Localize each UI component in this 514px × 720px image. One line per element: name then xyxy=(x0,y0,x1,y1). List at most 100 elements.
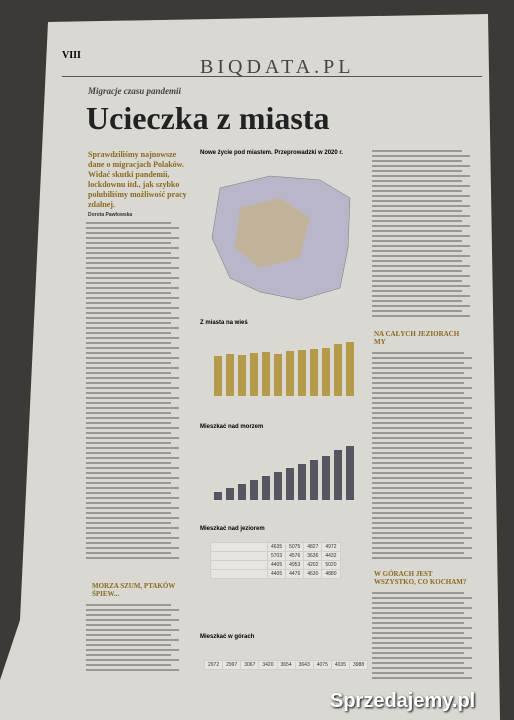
table-cell: 3420 xyxy=(258,660,278,670)
text-line xyxy=(372,245,471,247)
text-line xyxy=(372,467,472,469)
lead: Sprawdziliśmy najnowsze dane o migracjac… xyxy=(88,150,187,209)
chart-title: Nowe życie pod miastem. Przeprowadzki w … xyxy=(200,150,344,156)
table-cell: 4405 xyxy=(266,560,287,570)
bar xyxy=(310,460,318,500)
text-line xyxy=(372,235,471,237)
mountain-table: 2972 2997 3067 3420 3654 3643 4075 4035 3988 xyxy=(203,660,369,670)
text-line xyxy=(86,367,179,369)
bar xyxy=(298,464,306,500)
text-line xyxy=(372,250,463,252)
text-line xyxy=(86,392,171,394)
table-cell: 4953 xyxy=(285,560,305,570)
text-line xyxy=(86,422,171,424)
text-line xyxy=(86,347,179,349)
bar xyxy=(214,492,222,500)
table-cell: 4827 xyxy=(303,542,323,552)
text-line xyxy=(372,602,464,604)
text-line xyxy=(86,252,171,254)
table-cell: 4405 xyxy=(266,569,287,579)
text-line xyxy=(86,532,171,534)
text-line xyxy=(86,327,179,329)
text-line xyxy=(86,492,171,494)
text-line xyxy=(86,277,179,279)
text-line xyxy=(86,669,179,671)
text-line xyxy=(86,377,179,379)
bar xyxy=(286,351,294,396)
text-line xyxy=(86,512,171,514)
bar xyxy=(250,480,258,500)
text-line xyxy=(86,227,179,229)
headline: Ucieczka z miasta xyxy=(86,100,330,136)
text-line xyxy=(372,632,464,634)
text-line xyxy=(372,507,472,509)
text-line xyxy=(86,537,179,539)
text-line xyxy=(86,664,171,666)
text-column xyxy=(372,592,480,682)
text-line xyxy=(372,642,464,644)
table-cell: 3067 xyxy=(240,660,260,670)
text-line xyxy=(86,487,179,489)
text-line xyxy=(86,397,179,399)
text-line xyxy=(372,497,472,499)
text-line xyxy=(86,287,179,289)
text-line xyxy=(372,265,471,267)
text-line xyxy=(372,592,464,594)
text-line xyxy=(372,407,472,409)
text-line xyxy=(372,285,471,287)
bar xyxy=(346,342,354,396)
text-line xyxy=(372,295,471,297)
sidebar-heading: NA CAŁYCH JEZIORACH MY xyxy=(374,330,460,346)
text-line xyxy=(86,432,171,434)
text-line xyxy=(372,662,464,664)
lake-table: 4635 5075 4827 4972 5703 4576 3636 4432 4405 4953… xyxy=(210,542,341,579)
text-line xyxy=(372,617,472,619)
table-cell: 4075 xyxy=(312,660,332,670)
bar xyxy=(346,446,354,500)
text-line xyxy=(372,457,472,459)
text-line xyxy=(372,542,464,544)
table-cell: 2997 xyxy=(222,660,242,670)
text-line xyxy=(372,372,464,374)
text-line xyxy=(372,402,464,404)
text-line xyxy=(86,317,179,319)
text-line xyxy=(372,502,464,504)
text-line xyxy=(86,332,171,334)
text-line xyxy=(86,557,179,559)
table-cell: 5020 xyxy=(321,560,341,570)
text-line xyxy=(86,507,179,509)
text-line xyxy=(86,472,171,474)
text-line xyxy=(372,150,463,152)
bar xyxy=(262,352,270,396)
text-line xyxy=(372,667,472,669)
text-line xyxy=(372,472,464,474)
table-cell: 3636 xyxy=(303,551,323,561)
text-line xyxy=(372,155,471,157)
bar xyxy=(298,350,306,396)
text-line xyxy=(372,477,472,479)
text-line xyxy=(372,270,463,272)
text-line xyxy=(86,232,171,234)
text-line xyxy=(372,310,463,312)
table-cell: 5703 xyxy=(266,551,287,561)
bar xyxy=(322,456,330,500)
text-line xyxy=(372,647,472,649)
sidebar-heading: MORZA SZUM, PTAKÓW ŚPIEW... xyxy=(92,582,176,598)
text-line xyxy=(86,292,171,294)
text-line xyxy=(86,644,171,646)
text-line xyxy=(86,412,171,414)
text-line xyxy=(372,190,463,192)
text-line xyxy=(372,392,464,394)
bar xyxy=(310,349,318,396)
text-line xyxy=(372,557,472,559)
text-line xyxy=(372,492,464,494)
table-cell: 4880 xyxy=(321,569,341,579)
text-line xyxy=(372,672,464,674)
text-line xyxy=(372,215,471,217)
text-line xyxy=(372,412,464,414)
table-row: 5703 4576 3636 4432 xyxy=(210,551,341,561)
table-cell: 4202 xyxy=(303,560,323,570)
text-line xyxy=(86,482,171,484)
text-line xyxy=(86,614,171,616)
